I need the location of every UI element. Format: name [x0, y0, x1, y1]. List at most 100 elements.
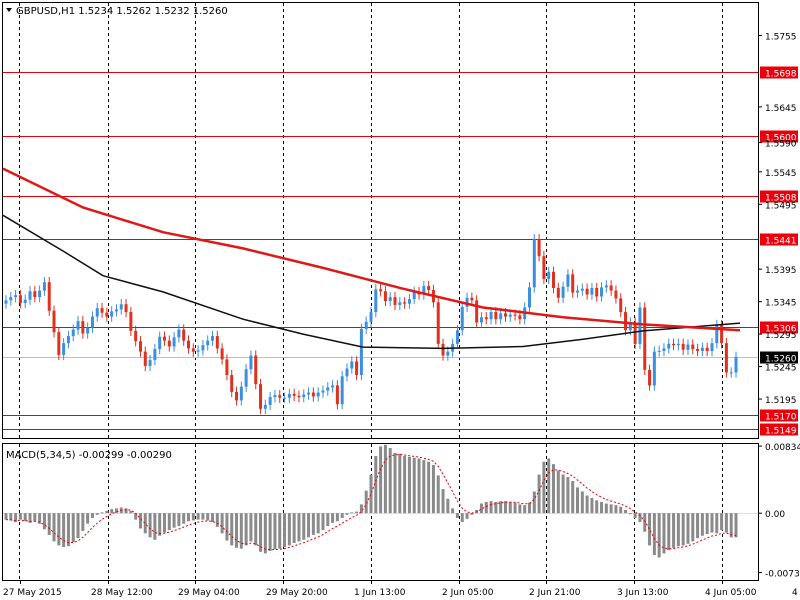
candle-body [307, 392, 311, 395]
candle-body [129, 312, 133, 331]
candle-body [345, 368, 349, 377]
macd-bar [681, 513, 685, 546]
macd-bar [537, 474, 541, 514]
candle [532, 234, 536, 293]
time-tick-label: 29 May 04:00 [178, 588, 240, 598]
candle-body [42, 282, 46, 291]
macd-title: MACD(5,34,5) -0.00299 -0.00290 [6, 450, 172, 461]
candle-body [14, 295, 18, 298]
macd-bar [71, 513, 75, 543]
level-label-bg [760, 190, 798, 203]
macd-bar [542, 461, 546, 514]
candle [369, 306, 373, 327]
candle [638, 302, 642, 350]
candle [182, 324, 186, 346]
level-label[interactable]: 1.5698 [760, 66, 798, 80]
candle-body [422, 286, 426, 295]
candle-body [628, 322, 632, 331]
horizontal-levels[interactable]: 1.5698 1.5600 1.5508 1.5441 1.5306 1.5170 1.51… [3, 66, 798, 437]
price-axis[interactable]: 1.5755 1.5645 1.5590 1.5545 1.5495 1.5395 1.53… [758, 32, 800, 580]
candle-body [383, 291, 387, 302]
time-tick-label: 27 May 2015 [3, 588, 62, 598]
candle-body [518, 315, 522, 320]
candle-body [475, 300, 479, 323]
macd-bar [398, 453, 402, 514]
candle-body [561, 286, 565, 298]
macd-bar [465, 513, 469, 519]
time-tick-label: 2 Jun 21:00 [529, 588, 581, 598]
level-label-text: 1.5149 [765, 427, 797, 437]
candle-body [590, 288, 594, 295]
level-label[interactable]: 1.5306 [760, 321, 798, 335]
candle-body [446, 351, 450, 356]
candle-body [62, 343, 66, 355]
current-price-label[interactable]: 1.5260 [760, 351, 798, 365]
candle-body [326, 387, 330, 391]
candle [235, 386, 239, 406]
macd-bar [676, 513, 680, 547]
macd-bar [374, 456, 378, 514]
level-label[interactable]: 1.5170 [760, 409, 798, 423]
candle [124, 299, 128, 318]
candle-body [393, 297, 397, 305]
macd-bar [518, 504, 522, 514]
candle-body [532, 239, 536, 288]
macd-bar [446, 498, 450, 514]
candle [561, 281, 565, 303]
candle-body [379, 289, 383, 292]
candle [316, 387, 320, 402]
candle-body [614, 290, 618, 299]
candle [153, 343, 157, 366]
macd-bar [403, 456, 407, 514]
time-axis[interactable]: 27 May 2015 28 May 12:00 29 May 04:00 29 Ma… [3, 580, 800, 598]
level-label[interactable]: 1.5441 [760, 233, 798, 247]
time-tick-label: 28 May 12:00 [91, 588, 153, 598]
candle-body [311, 392, 315, 397]
candle-body [556, 288, 560, 298]
candle [66, 330, 70, 349]
candle-body [436, 302, 440, 344]
price-tick-label: 1.5295 [765, 331, 797, 341]
macd-bar [643, 513, 647, 532]
candle-body [211, 336, 215, 341]
macd-bar [552, 464, 555, 514]
macd-bar [494, 501, 498, 514]
dropdown-triangle-icon[interactable] [6, 8, 12, 12]
macd-bar [561, 474, 565, 514]
candle-body [691, 344, 695, 350]
candle [436, 297, 440, 350]
macd-bar [331, 513, 335, 523]
candle [600, 282, 604, 302]
level-label[interactable]: 1.5600 [760, 130, 798, 144]
candle [129, 306, 133, 337]
price-tick-label: 1.5645 [765, 104, 797, 114]
candle [556, 282, 560, 303]
macd-bar [383, 444, 387, 514]
candle [696, 343, 700, 357]
candle-body [220, 348, 224, 360]
candle [4, 295, 8, 309]
level-label[interactable]: 1.5149 [760, 423, 798, 437]
candle [407, 293, 411, 309]
candle [134, 325, 138, 347]
macd-bar [407, 456, 411, 514]
macd-bar [350, 512, 354, 514]
candle [297, 390, 301, 403]
candle [81, 315, 85, 339]
macd-bar [652, 513, 656, 556]
symbol-header[interactable]: GBPUSD,H1 1.5234 1.5262 1.5232 1.5260 [6, 6, 228, 17]
macd-bar [129, 510, 133, 514]
candle [158, 331, 162, 355]
candle-body [508, 314, 512, 317]
candle [167, 335, 171, 352]
candle-body [9, 297, 13, 301]
candle [686, 339, 690, 355]
candle-body [600, 287, 604, 297]
macd-bar [724, 513, 728, 533]
candle [345, 363, 349, 382]
macd-bar [326, 513, 330, 527]
macd-bar [138, 513, 142, 529]
level-label[interactable]: 1.5508 [760, 190, 798, 204]
candle [211, 330, 215, 346]
candle [609, 280, 613, 296]
